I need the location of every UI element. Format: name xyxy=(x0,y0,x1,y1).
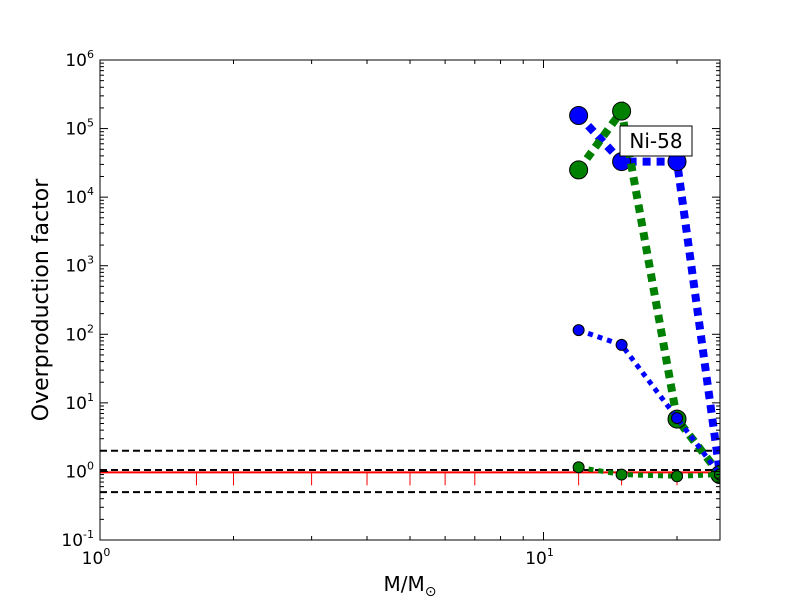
data-point xyxy=(569,160,589,180)
y-tick-label: 101 xyxy=(65,391,94,414)
y-tick-label: 102 xyxy=(65,322,94,345)
data-point xyxy=(572,461,585,474)
data-point xyxy=(671,470,684,483)
series-line xyxy=(577,327,720,477)
data-point xyxy=(572,324,585,337)
y-tick-label: 106 xyxy=(65,48,94,71)
annotation-box-frame xyxy=(619,125,693,157)
data-point xyxy=(615,338,628,351)
plot-area xyxy=(100,60,720,540)
annotation-box: Ni-58 xyxy=(619,125,693,157)
series-line xyxy=(578,464,720,479)
data-point xyxy=(612,101,632,121)
data-point xyxy=(615,468,628,481)
data-point xyxy=(569,106,589,126)
x-axis-label-subscript: ⊙ xyxy=(425,584,437,600)
y-tick-label: 105 xyxy=(65,117,94,140)
y-tick-label: 10-1 xyxy=(61,528,94,551)
y-tick-label: 100 xyxy=(65,459,94,482)
y-tick-label: 103 xyxy=(65,254,94,277)
x-tick-label: 100 xyxy=(82,546,111,569)
x-axis-label-main: M/M xyxy=(384,572,425,596)
x-tick-label: 101 xyxy=(525,546,554,569)
data-point xyxy=(671,412,684,425)
y-axis-label: Overproduction factor xyxy=(29,178,54,421)
annotation-label: Ni-58 xyxy=(629,129,682,153)
x-axis-label: M/M⊙ xyxy=(384,572,437,600)
series-line xyxy=(575,112,720,476)
data-series xyxy=(569,101,720,485)
y-tick-label: 104 xyxy=(65,185,94,208)
reference-lines xyxy=(100,449,720,494)
